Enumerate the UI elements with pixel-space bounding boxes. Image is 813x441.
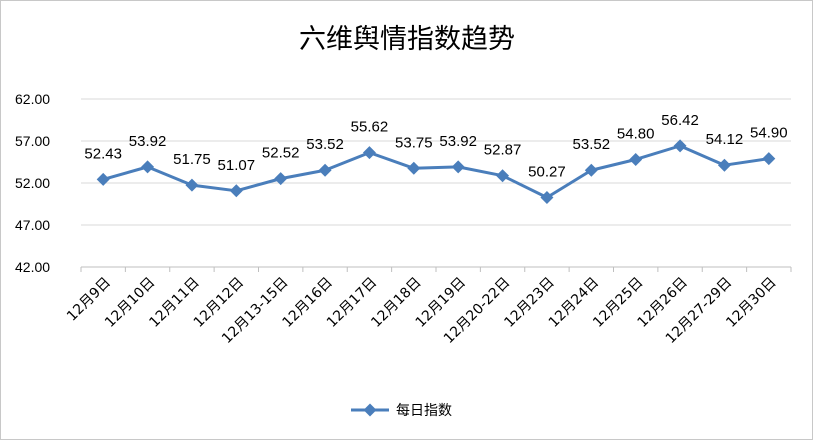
data-label: 53.92 <box>129 133 167 150</box>
data-point-marker <box>141 160 155 174</box>
data-point-marker <box>496 169 510 183</box>
data-point-marker <box>717 158 731 172</box>
data-label: 53.52 <box>573 136 611 153</box>
data-point-marker <box>540 191 554 205</box>
data-point-marker <box>318 163 332 177</box>
data-label: 52.87 <box>484 142 522 159</box>
legend-label: 每日指数 <box>396 403 452 419</box>
data-label: 54.80 <box>617 125 655 142</box>
data-label: 53.75 <box>395 134 433 151</box>
x-axis <box>80 266 792 272</box>
data-label: 50.27 <box>528 164 566 181</box>
data-label: 53.52 <box>306 136 344 153</box>
data-label: 51.75 <box>173 151 211 168</box>
y-tick-label: 47.00 <box>15 217 50 233</box>
data-labels: 52.43 53.92 51.75 51.07 52.52 53.52 55.62 53.75… <box>84 112 787 181</box>
data-point-marker <box>274 172 288 186</box>
data-label: 56.42 <box>661 112 699 129</box>
x-axis-ticks: 12月9日12月10日12月11日12月12日12月13-15日12月16日12… <box>64 275 780 347</box>
y-tick-label: 62.00 <box>15 91 50 107</box>
data-point-marker <box>629 152 643 166</box>
data-label: 54.12 <box>706 131 744 148</box>
data-point-marker <box>229 184 243 198</box>
legend-diamond-icon <box>363 403 377 417</box>
data-label: 53.92 <box>439 133 477 150</box>
series-daily-index <box>96 139 776 205</box>
y-tick-label: 52.00 <box>15 175 50 191</box>
y-tick-label: 57.00 <box>15 133 50 149</box>
data-label: 52.52 <box>262 145 300 162</box>
data-point-marker <box>185 178 199 192</box>
y-tick-label: 42.00 <box>15 259 50 275</box>
data-label: 51.07 <box>218 157 256 174</box>
gridlines <box>81 98 791 226</box>
data-point-marker <box>407 161 421 175</box>
data-point-marker <box>362 146 376 160</box>
data-label: 52.43 <box>84 145 122 162</box>
y-axis-ticks: 42.00 47.00 52.00 57.00 62.00 <box>15 91 50 275</box>
data-label: 55.62 <box>351 119 389 136</box>
data-point-marker <box>584 163 598 177</box>
data-point-marker <box>451 160 465 174</box>
series-line <box>102 144 770 200</box>
chart-title: 六维舆情指数趋势 <box>299 24 515 55</box>
data-label: 54.90 <box>750 125 788 142</box>
data-point-marker <box>673 139 687 153</box>
legend: 每日指数 <box>351 403 452 419</box>
data-point-marker <box>96 172 110 186</box>
data-point-marker <box>762 152 776 166</box>
